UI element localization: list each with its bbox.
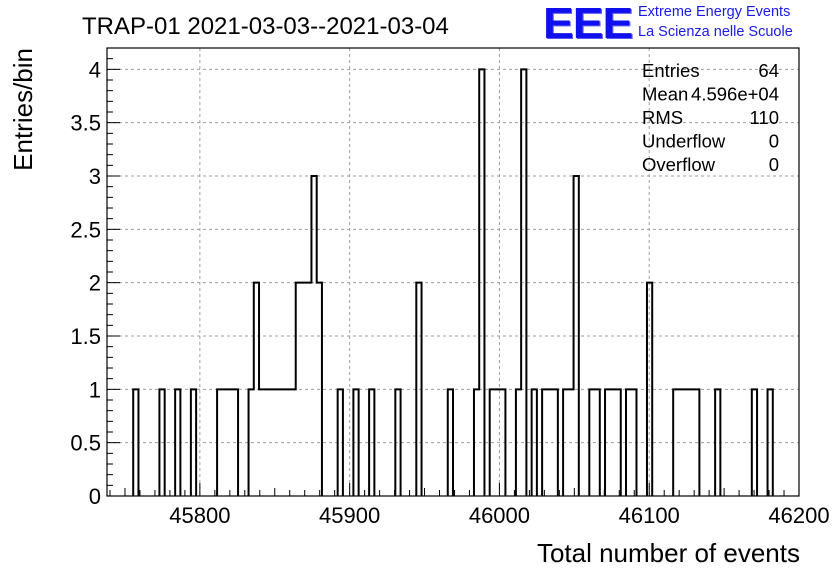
axis-ticks xyxy=(107,47,800,497)
tick-labels: 45800 45900 46000 46100 46200 0 0.5 1 1.5 2 2.5 3 3.… xyxy=(70,57,829,528)
stats-label: RMS xyxy=(642,107,683,128)
y-tick-label: 1 xyxy=(89,377,101,402)
x-tick-label: 45800 xyxy=(169,503,230,528)
y-tick-label: 1.5 xyxy=(70,324,101,349)
x-tick-label: 45900 xyxy=(319,503,380,528)
y-tick-label: 0.5 xyxy=(70,431,101,456)
x-axis-label: Total number of events xyxy=(537,538,800,568)
eee-logo-mark: EEE xyxy=(543,0,633,48)
y-tick-label: 3.5 xyxy=(70,111,101,136)
histogram-outline xyxy=(132,68,774,496)
stats-box: Entries 64 Mean 4.596e+04 RMS 110 Underflow 0 Ov… xyxy=(642,60,779,175)
y-tick-label: 2 xyxy=(89,271,101,296)
stats-label: Underflow xyxy=(642,131,726,152)
stats-value: 4.596e+04 xyxy=(691,84,779,105)
stats-label: Entries xyxy=(642,60,700,81)
y-tick-label: 3 xyxy=(89,164,101,189)
y-tick-label: 2.5 xyxy=(70,217,101,242)
chart-title: TRAP-01 2021-03-03--2021-03-04 xyxy=(82,13,449,40)
x-tick-label: 46200 xyxy=(768,503,829,528)
x-tick-label: 46100 xyxy=(619,503,680,528)
stats-value: 110 xyxy=(750,107,780,128)
stats-value: 0 xyxy=(769,154,779,175)
eee-logo: EEE Extreme Energy Events La Scienza nel… xyxy=(543,0,835,48)
logo-line-2: La Scienza nelle Scuole xyxy=(638,24,793,40)
x-tick-label: 46000 xyxy=(469,503,530,528)
stats-label: Mean xyxy=(642,84,688,105)
y-tick-label: 0 xyxy=(89,484,101,509)
y-tick-label: 4 xyxy=(89,57,101,82)
stats-label: Overflow xyxy=(642,154,716,175)
stats-value: 0 xyxy=(769,131,779,152)
stats-value: 64 xyxy=(758,60,779,81)
y-axis-label: Entries/bin xyxy=(8,48,38,171)
logo-line-1: Extreme Energy Events xyxy=(638,4,791,20)
